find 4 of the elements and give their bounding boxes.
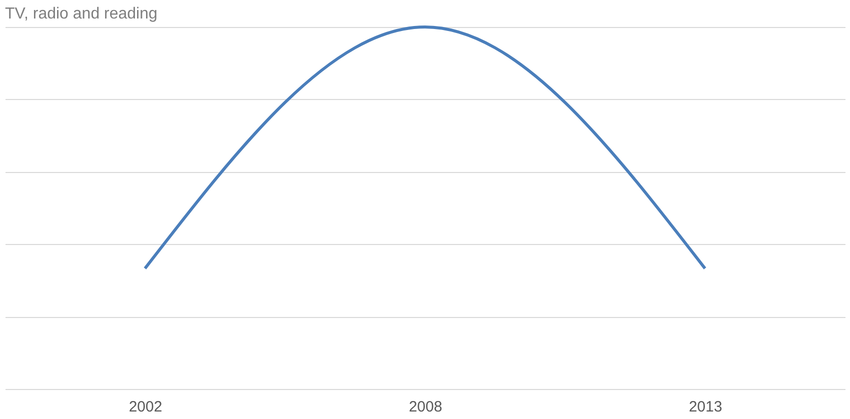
x-tick-label: 2002 (128, 398, 162, 416)
x-tick-label: 2008 (408, 398, 442, 416)
chart-title: TV, radio and reading (5, 6, 158, 22)
x-tick-label: 2013 (688, 398, 722, 416)
